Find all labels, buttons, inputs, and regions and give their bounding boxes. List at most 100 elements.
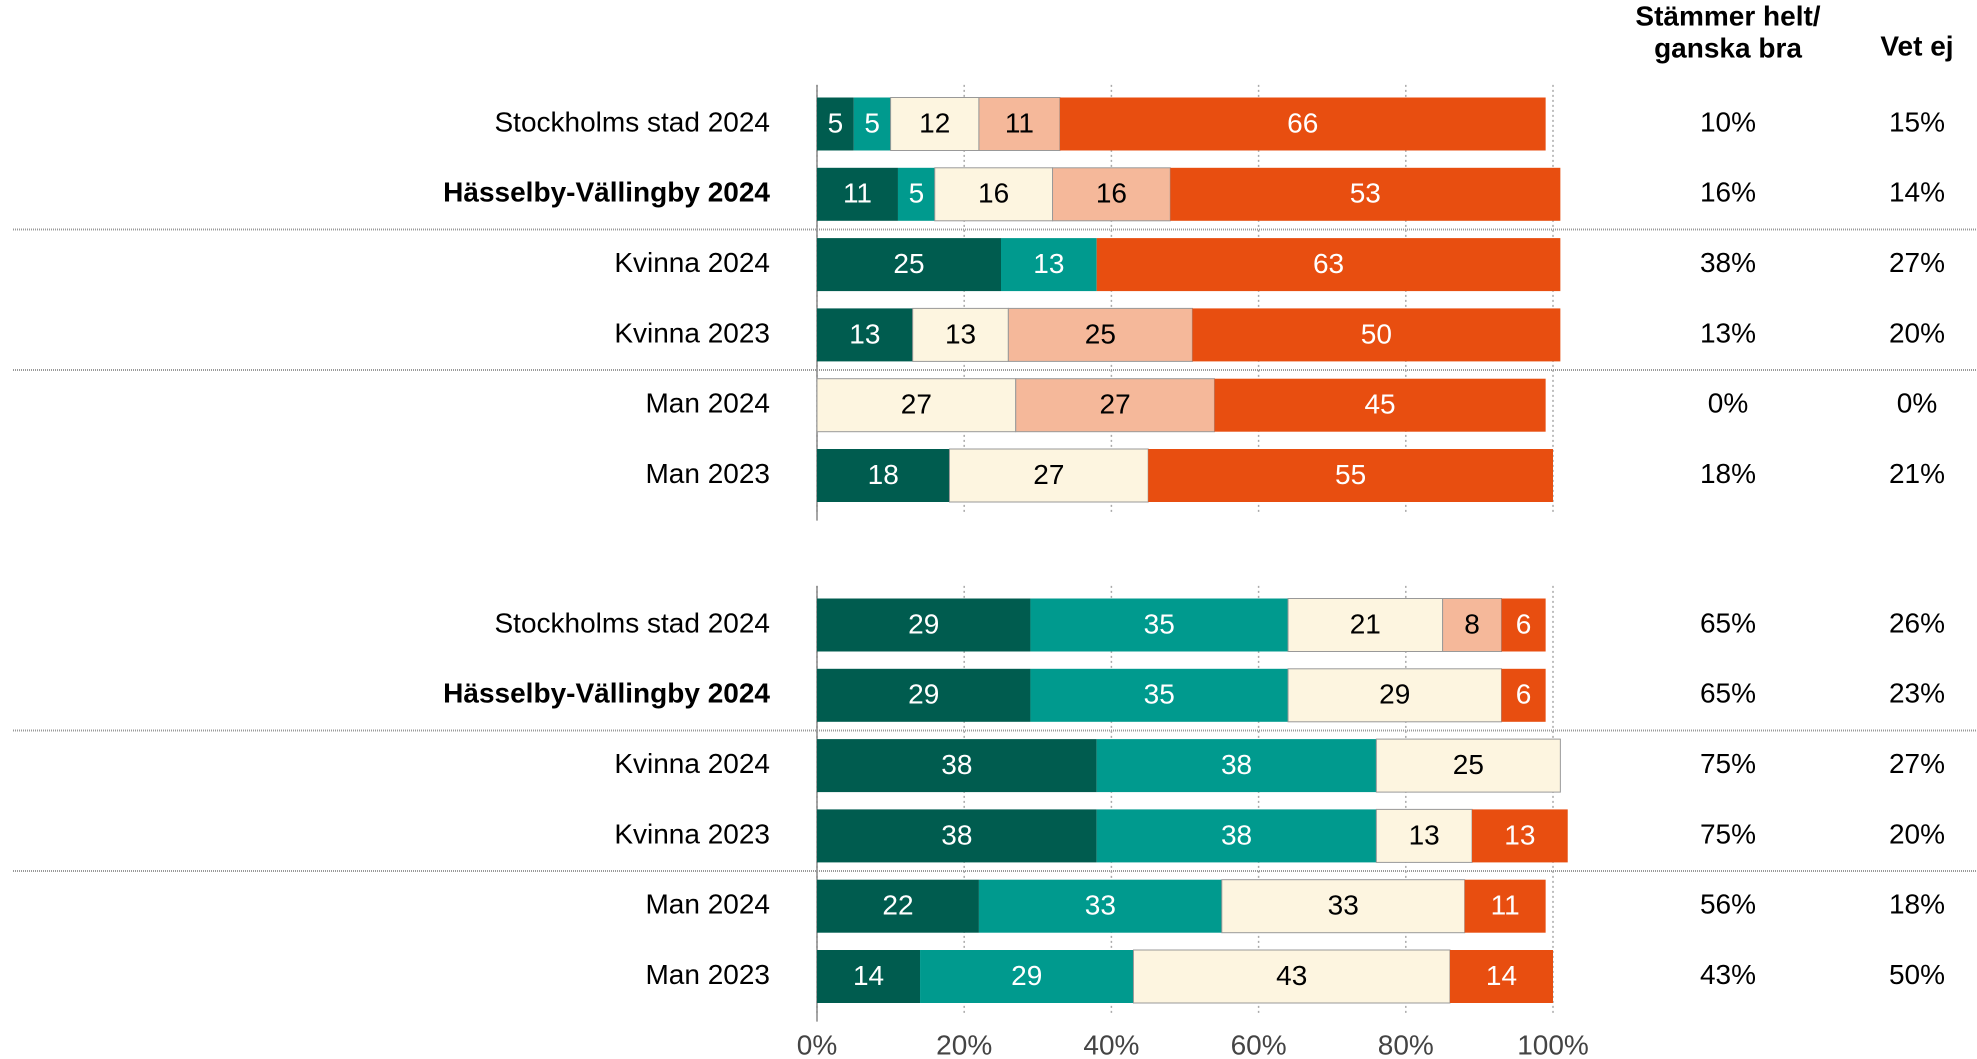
x-tick-label: 40% (1083, 1029, 1139, 1059)
bar-segment (1192, 308, 1561, 362)
bar-segment (817, 97, 854, 151)
bar-segment (1132, 949, 1451, 1004)
data-label: 35 (1144, 679, 1175, 710)
column-value: 65% (1700, 678, 1756, 709)
bar-segment (853, 97, 891, 151)
data-label: 33 (1085, 890, 1116, 921)
bar-segment (920, 950, 1134, 1003)
x-tick-label: 20% (936, 1029, 992, 1059)
bar-segment (1015, 378, 1215, 433)
data-label: 38 (1221, 819, 1252, 850)
bar-segment (1096, 739, 1377, 793)
data-label: 6 (1516, 679, 1532, 710)
column-header: Vet ej (1880, 30, 1953, 61)
column-value: 21% (1889, 458, 1945, 489)
column-value: 0% (1708, 388, 1748, 419)
column-value: 65% (1700, 607, 1756, 638)
bar-segment (948, 448, 1149, 503)
data-label: 29 (1379, 679, 1410, 710)
column-value: 26% (1889, 607, 1945, 638)
bar-segment (1096, 809, 1377, 863)
bar-segment (817, 809, 1097, 863)
data-label: 25 (893, 248, 924, 279)
data-label: 5 (864, 107, 880, 138)
category-label: Hässelby-Vällingby 2024 (443, 177, 770, 208)
bar-segment (1052, 167, 1171, 222)
column-value: 15% (1889, 106, 1945, 137)
data-label: 13 (945, 318, 976, 349)
bar-segment (1148, 449, 1553, 502)
data-label: 13 (1504, 819, 1535, 850)
category-label: Man 2023 (645, 959, 770, 990)
data-label: 22 (882, 890, 913, 921)
bar-segment (1287, 668, 1502, 723)
column-value: 50% (1889, 959, 1945, 990)
data-label: 50 (1361, 318, 1392, 349)
data-label: 38 (941, 749, 972, 780)
bar-segment (1449, 950, 1553, 1003)
column-value: 10% (1700, 106, 1756, 137)
category-label: Man 2023 (645, 458, 770, 489)
data-label: 29 (908, 679, 939, 710)
column-value: 0% (1897, 388, 1937, 419)
data-label: 16 (978, 178, 1009, 209)
data-label: 27 (1100, 389, 1131, 420)
data-label: 12 (919, 107, 950, 138)
column-value: 56% (1700, 889, 1756, 920)
bar-segment (1030, 598, 1289, 652)
column-value: 75% (1700, 818, 1756, 849)
data-label: 38 (1221, 749, 1252, 780)
bar-segment (912, 307, 1009, 362)
bar-segment (817, 449, 950, 502)
column-header: ganska bra (1654, 32, 1802, 63)
bar-segment (817, 598, 1031, 652)
x-tick-label: 60% (1231, 1029, 1287, 1059)
bar-segment (1501, 598, 1546, 652)
data-label: 5 (828, 107, 844, 138)
bar-segment (1001, 238, 1097, 292)
category-label: Stockholms stad 2024 (495, 106, 771, 137)
data-label: 43 (1276, 960, 1307, 991)
column-value: 14% (1889, 177, 1945, 208)
column-value: 23% (1889, 678, 1945, 709)
x-tick-label: 0% (797, 1029, 837, 1059)
bar-segment (817, 308, 913, 362)
data-label: 29 (1011, 960, 1042, 991)
data-label: 18 (868, 459, 899, 490)
data-label: 21 (1350, 608, 1381, 639)
data-label: 55 (1335, 459, 1366, 490)
category-label: Stockholms stad 2024 (495, 607, 771, 638)
category-label: Hässelby-Vällingby 2024 (443, 678, 770, 709)
column-header: Stämmer helt/ (1635, 0, 1820, 31)
bar-segment (978, 879, 1222, 933)
column-value: 43% (1700, 959, 1756, 990)
bar-segment (1170, 167, 1561, 221)
data-label: 33 (1328, 890, 1359, 921)
bar-segment (1501, 668, 1546, 722)
bar-segment (816, 378, 1017, 433)
category-label: Man 2024 (645, 889, 770, 920)
bar-segment (1287, 598, 1444, 652)
column-value: 13% (1700, 317, 1756, 348)
column-value: 18% (1700, 458, 1756, 489)
data-label: 27 (901, 389, 932, 420)
data-label: 5 (909, 178, 925, 209)
bar-segment (1375, 808, 1473, 863)
category-label: Kvinna 2023 (614, 317, 770, 348)
bar-segment (817, 238, 1001, 292)
data-label: 8 (1464, 608, 1480, 639)
bar-segment (817, 950, 921, 1003)
data-label: 53 (1350, 178, 1381, 209)
bar-segment (1442, 598, 1502, 652)
column-value: 16% (1700, 177, 1756, 208)
bar-segment (817, 739, 1097, 793)
bar-segment (934, 167, 1054, 222)
x-tick-label: 100% (1517, 1029, 1589, 1059)
bar-segment (817, 668, 1031, 722)
bar-segment (1096, 238, 1561, 292)
column-value: 38% (1700, 247, 1756, 278)
data-label: 66 (1287, 107, 1318, 138)
data-label: 14 (853, 960, 884, 991)
data-label: 6 (1516, 608, 1532, 639)
